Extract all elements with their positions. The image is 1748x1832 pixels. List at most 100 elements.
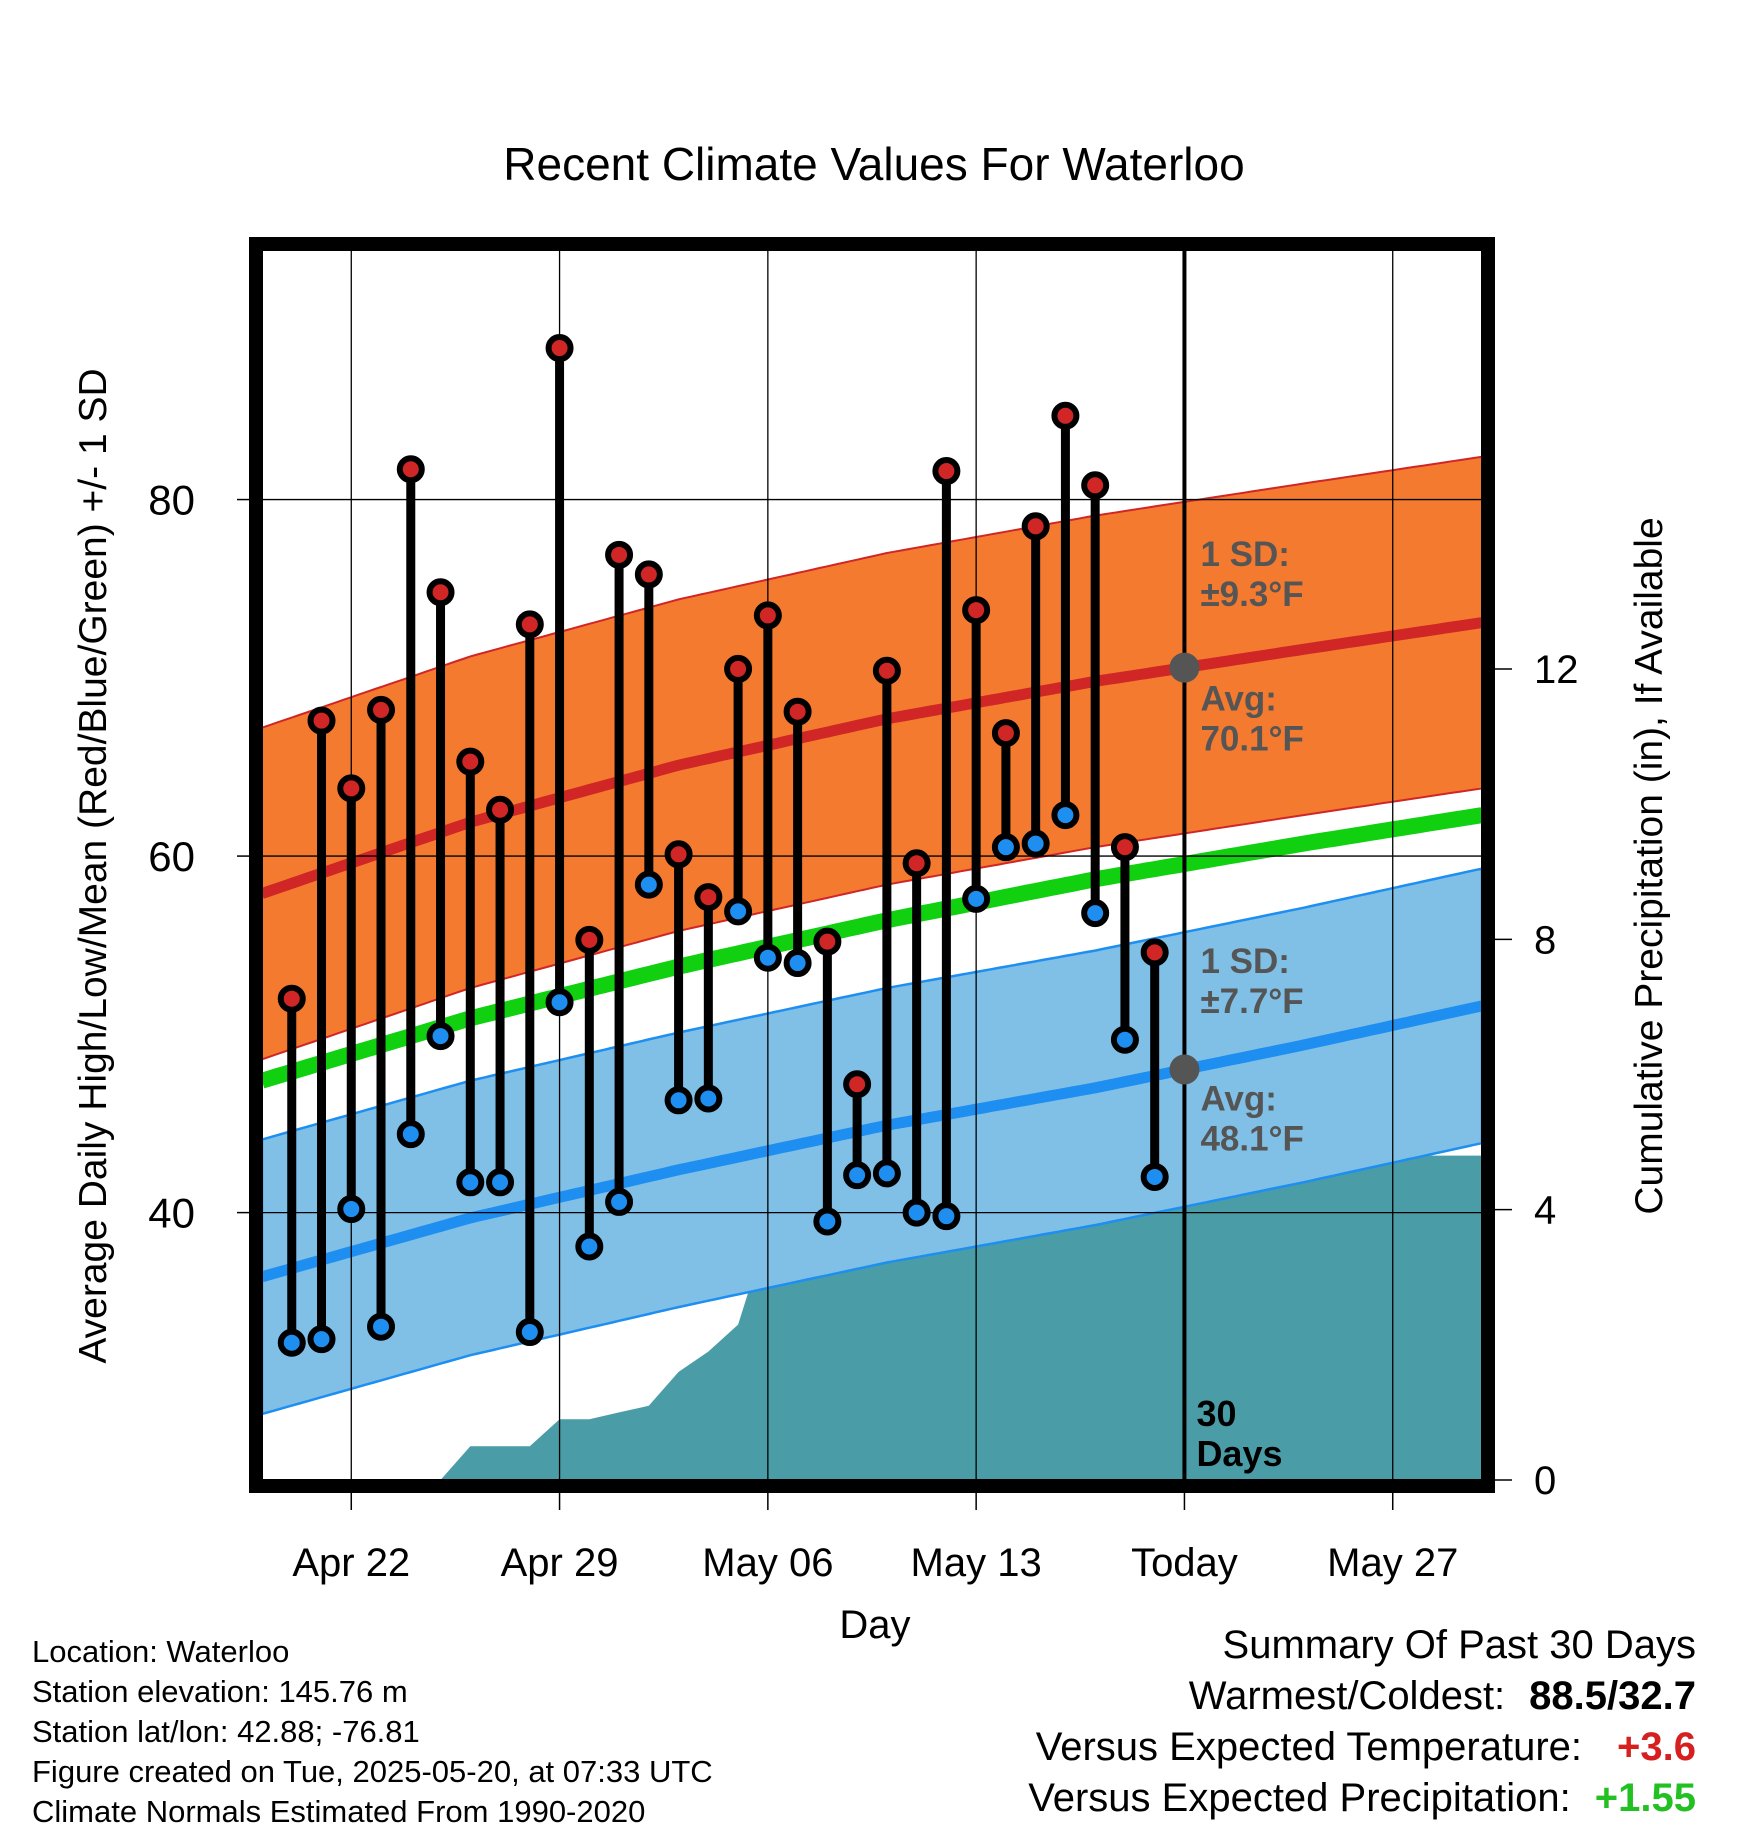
obs-low-point <box>962 884 991 913</box>
obs-low-point <box>515 1318 544 1347</box>
obs-low-point <box>843 1161 872 1190</box>
obs-high-point <box>634 560 663 589</box>
warmest-coldest-label: Warmest/Coldest: <box>1188 1674 1506 1718</box>
obs-high-point <box>1140 938 1169 967</box>
obs-high-point <box>307 706 336 735</box>
obs-low-point <box>367 1312 396 1341</box>
avg-high-line <box>262 617 1482 899</box>
x-tick-label: Today <box>1131 1541 1238 1585</box>
high-sd-band <box>262 455 1482 1061</box>
obs-high-point <box>486 795 515 824</box>
low-sd-label: 1 SD: ±7.7°F <box>1200 942 1303 1021</box>
avg-mean-line <box>262 807 1482 1089</box>
obs-low-point <box>783 949 812 978</box>
obs-high-point <box>753 601 782 630</box>
chart-title: Recent Climate Values For Waterloo <box>503 138 1244 190</box>
warmest-coldest-value: 88.5/32.7 <box>1529 1674 1696 1718</box>
y-right-tick-label: 4 <box>1534 1189 1556 1233</box>
obs-low-point <box>991 833 1020 862</box>
x-tick-label: May 13 <box>911 1541 1042 1585</box>
location-text: Location: Waterloo <box>32 1634 290 1669</box>
y-right-tick-label: 12 <box>1534 648 1579 692</box>
avg-low-line <box>262 1000 1482 1283</box>
obs-low-point <box>456 1168 485 1197</box>
obs-low-point <box>664 1086 693 1115</box>
y-left-tick-label: 60 <box>148 833 195 880</box>
obs-low-point <box>277 1328 306 1357</box>
obs-low-point <box>872 1159 901 1188</box>
obs-high-point <box>396 455 425 484</box>
x-tick-label: May 27 <box>1327 1541 1458 1585</box>
obs-low-point <box>1021 829 1050 858</box>
obs-low-point <box>694 1084 723 1113</box>
obs-high-point <box>545 334 574 363</box>
obs-low-point <box>337 1195 366 1224</box>
obs-high-point <box>1081 471 1110 500</box>
obs-high-point <box>783 697 812 726</box>
y-right-tick-label: 8 <box>1534 918 1556 962</box>
obs-high-point <box>902 849 931 878</box>
obs-low-point <box>1051 801 1080 830</box>
obs-low-point <box>307 1325 336 1354</box>
precip-departure-row: Versus Expected Precipitation: +1.55 <box>1028 1773 1696 1824</box>
precip-departure-value: +1.55 <box>1594 1776 1696 1820</box>
x-tick-label: Apr 29 <box>501 1541 619 1585</box>
y-right-tick-label: 0 <box>1534 1459 1556 1503</box>
latlon-text: Station lat/lon: 42.88; -76.81 <box>32 1714 420 1749</box>
obs-low-point <box>1140 1162 1169 1191</box>
obs-low-point <box>724 897 753 926</box>
x-axis-title: Day <box>839 1603 910 1647</box>
obs-low-point <box>813 1207 842 1236</box>
obs-low-point <box>902 1198 931 1227</box>
obs-low-point <box>753 943 782 972</box>
obs-high-point <box>426 578 455 607</box>
high-avg-label: Avg: 70.1°F <box>1200 679 1304 758</box>
normals-note: Climate Normals Estimated From 1990-2020 <box>32 1794 646 1829</box>
obs-high-point <box>575 925 604 954</box>
today-avg-low-marker <box>1169 1054 1200 1085</box>
plot-frame <box>249 237 1495 1493</box>
obs-low-point <box>605 1187 634 1216</box>
obs-low-point <box>1110 1025 1139 1054</box>
temp-departure-value: +3.6 <box>1617 1725 1696 1769</box>
obs-high-point <box>694 883 723 912</box>
obs-high-point <box>456 747 485 776</box>
obs-high-point <box>367 695 396 724</box>
y-left-axis-title: Average Daily High/Low/Mean (Red/Blue/Gr… <box>72 368 115 1363</box>
y-right-axis-title: Cumulative Precipitation (in), If Availa… <box>1628 517 1671 1214</box>
obs-high-point <box>337 774 366 803</box>
high-sd-label: 1 SD: ±9.3°F <box>1200 535 1303 614</box>
obs-high-point <box>1051 401 1080 430</box>
low-avg-label: Avg: 48.1°F <box>1200 1079 1304 1158</box>
obs-high-point <box>932 457 961 486</box>
obs-high-point <box>813 927 842 956</box>
obs-low-point <box>545 988 574 1017</box>
obs-low-point <box>426 1022 455 1051</box>
obs-low-point <box>486 1168 515 1197</box>
cumulative-precip-area <box>262 1155 1482 1480</box>
temp-departure-row: Versus Expected Temperature: +3.6 <box>1028 1722 1696 1773</box>
obs-high-point <box>843 1070 872 1099</box>
created-text: Figure created on Tue, 2025-05-20, at 07… <box>32 1754 713 1789</box>
obs-high-point <box>515 610 544 639</box>
obs-low-point <box>396 1120 425 1149</box>
obs-high-point <box>277 984 306 1013</box>
obs-low-point <box>1081 899 1110 928</box>
obs-high-point <box>1110 833 1139 862</box>
low-sd-band <box>262 867 1482 1416</box>
obs-low-point <box>634 870 663 899</box>
obs-high-point <box>724 654 753 683</box>
y-left-tick-label: 40 <box>148 1190 195 1237</box>
obs-high-point <box>872 656 901 685</box>
elevation-text: Station elevation: 145.76 m <box>32 1674 408 1709</box>
obs-high-point <box>991 719 1020 748</box>
precip-departure-label: Versus Expected Precipitation: <box>1028 1776 1571 1820</box>
today-avg-high-marker <box>1169 652 1200 683</box>
station-info: Location: Waterloo Station elevation: 14… <box>32 1632 713 1832</box>
temp-departure-label: Versus Expected Temperature: <box>1035 1725 1582 1769</box>
obs-low-point <box>575 1232 604 1261</box>
summary-title: Summary Of Past 30 Days <box>1222 1623 1696 1667</box>
obs-high-point <box>1021 512 1050 541</box>
obs-high-point <box>605 540 634 569</box>
